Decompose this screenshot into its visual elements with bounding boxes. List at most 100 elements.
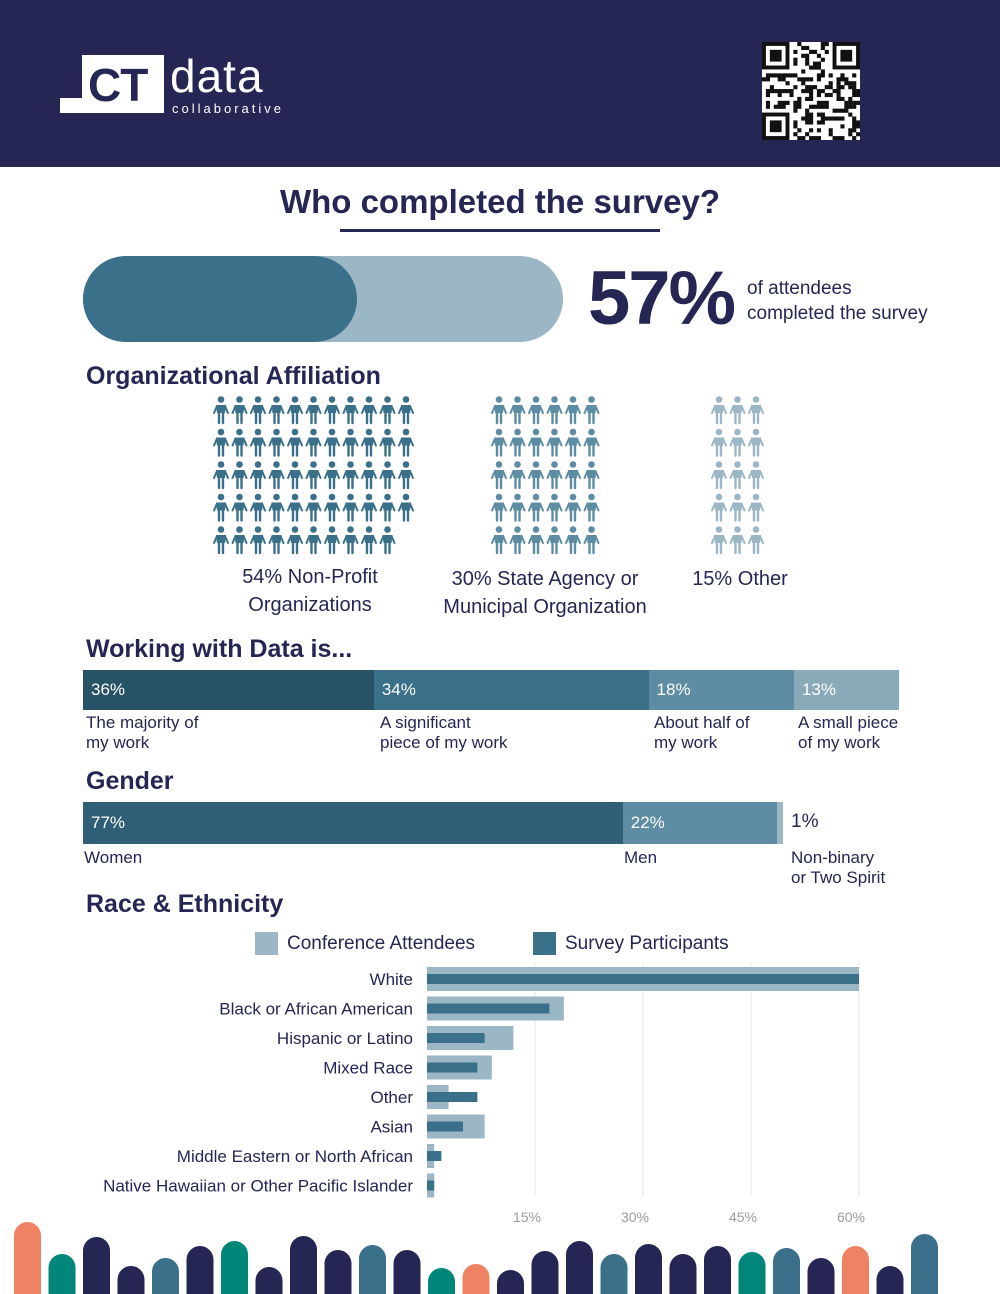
completion-bar-fill bbox=[83, 256, 357, 342]
working-label-majority-line1: The majority of bbox=[86, 713, 199, 732]
state-agency-label-line2: Municipal Organization bbox=[443, 596, 647, 618]
decorative-bar bbox=[359, 1245, 386, 1294]
person-icon bbox=[342, 526, 359, 555]
person-icon bbox=[287, 493, 303, 522]
person-icon bbox=[379, 461, 396, 490]
gender-value-men: 22% bbox=[630, 813, 665, 832]
title-underline bbox=[340, 229, 660, 232]
logo-ct-text: CT bbox=[88, 59, 148, 111]
person-icon bbox=[379, 526, 396, 555]
person-icon bbox=[491, 526, 507, 555]
gender-value-women: 77% bbox=[91, 813, 126, 832]
working-segment-majority: 36% bbox=[83, 670, 374, 710]
person-icon bbox=[583, 396, 600, 425]
person-icon bbox=[324, 461, 340, 490]
gender-segment-nonbinary bbox=[776, 802, 783, 844]
nonprofit-label: 54% Non-Profit Organizations bbox=[200, 563, 420, 619]
logo-data-text: data bbox=[170, 50, 264, 102]
qr-code-icon[interactable] bbox=[762, 42, 861, 141]
decorative-bar bbox=[566, 1241, 593, 1294]
logo-collaborative-text: collaborative bbox=[172, 101, 284, 116]
person-icon bbox=[711, 526, 727, 555]
legend-attendees-label: Conference Attendees bbox=[287, 932, 476, 954]
person-icon bbox=[342, 396, 359, 425]
person-icon bbox=[748, 461, 764, 490]
gender-segment-men: 22% bbox=[622, 802, 777, 844]
working-label-half-line2: my work bbox=[654, 733, 718, 752]
category-label: Middle Eastern or North African bbox=[177, 1147, 413, 1166]
decorative-bar bbox=[290, 1236, 317, 1294]
person-icon bbox=[268, 461, 285, 490]
decorative-bar bbox=[83, 1237, 110, 1294]
category-label: White bbox=[370, 970, 413, 989]
decorative-bar bbox=[738, 1252, 766, 1294]
person-icon bbox=[748, 428, 764, 457]
header-banner: CT data collaborative bbox=[0, 0, 1000, 167]
working-label-small-line2: of my work bbox=[798, 733, 881, 752]
person-icon bbox=[729, 461, 746, 490]
working-label-half: About half of my work bbox=[654, 713, 749, 753]
person-icon bbox=[361, 396, 377, 425]
person-icon bbox=[528, 428, 544, 457]
working-segment-significant: 34% bbox=[373, 670, 649, 710]
working-label-half-line1: About half of bbox=[654, 713, 750, 732]
decorative-bar bbox=[393, 1250, 421, 1294]
person-icon bbox=[324, 493, 340, 522]
page-title: Who completed the survey? bbox=[279, 183, 721, 220]
decorative-bar bbox=[117, 1266, 145, 1294]
person-icon bbox=[324, 428, 340, 457]
decorative-bar bbox=[911, 1234, 938, 1294]
person-icon bbox=[268, 493, 285, 522]
person-icon bbox=[379, 396, 396, 425]
person-icon bbox=[509, 396, 526, 425]
person-icon bbox=[583, 526, 600, 555]
bar-participants bbox=[427, 1092, 478, 1102]
decorative-bar bbox=[14, 1222, 41, 1294]
gender-stacked-bar: 77% 22% bbox=[83, 802, 784, 844]
person-icon bbox=[509, 526, 526, 555]
decorative-bar bbox=[704, 1246, 731, 1294]
legend-participants-label: Survey Participants bbox=[565, 932, 729, 954]
bar-participants bbox=[427, 1003, 550, 1014]
working-segment-small: 13% bbox=[793, 670, 899, 710]
person-icon bbox=[268, 526, 285, 555]
person-icon bbox=[213, 526, 229, 555]
category-label: Black or African American bbox=[219, 1000, 413, 1019]
person-icon bbox=[398, 428, 414, 457]
person-icon bbox=[711, 428, 727, 457]
person-icon bbox=[213, 428, 229, 457]
working-label-significant: A significant piece of my work bbox=[380, 713, 508, 753]
person-icon bbox=[305, 493, 322, 522]
person-icon bbox=[711, 461, 727, 490]
gender-label-nonbinary: Non-binary or Two Spirit bbox=[791, 848, 885, 888]
gender-segment-women: 77% bbox=[83, 802, 623, 844]
legend-participants-swatch bbox=[533, 932, 556, 955]
person-icon bbox=[231, 461, 248, 490]
decorative-bar bbox=[255, 1267, 283, 1294]
decorative-bar bbox=[324, 1250, 352, 1294]
legend-attendees-swatch bbox=[255, 932, 278, 955]
person-icon bbox=[250, 396, 266, 425]
legend-participants: Survey Participants bbox=[533, 932, 729, 955]
decorative-bar bbox=[842, 1246, 869, 1294]
person-icon bbox=[305, 396, 322, 425]
person-icon bbox=[509, 493, 526, 522]
bar-participants bbox=[427, 1033, 485, 1043]
decorative-bar bbox=[497, 1270, 524, 1294]
nonprofit-label-line2: Organizations bbox=[248, 594, 372, 616]
person-icon bbox=[491, 461, 507, 490]
person-icon bbox=[250, 526, 266, 555]
person-icon bbox=[565, 526, 581, 555]
person-icon bbox=[528, 526, 544, 555]
person-icon bbox=[398, 396, 414, 425]
category-label: Other bbox=[370, 1088, 413, 1107]
state-agency-people-grid bbox=[490, 396, 605, 556]
decorative-bar bbox=[876, 1266, 904, 1294]
person-icon bbox=[546, 461, 563, 490]
gender-label-men: Men bbox=[624, 848, 658, 867]
bar-participants bbox=[427, 1121, 463, 1132]
person-icon bbox=[546, 493, 563, 522]
person-icon bbox=[213, 461, 229, 490]
decorative-bar bbox=[635, 1244, 662, 1294]
working-label-small: A small piece of my work bbox=[798, 713, 898, 753]
